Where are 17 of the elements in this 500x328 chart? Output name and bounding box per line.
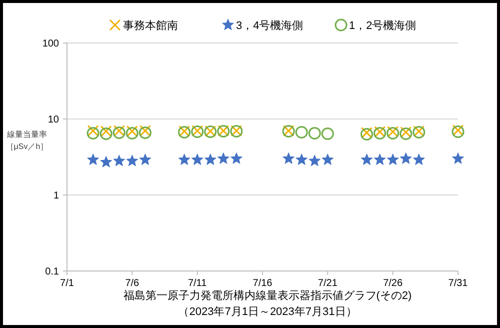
x-tick-label: 7/11 — [188, 278, 208, 289]
text: （2023年7月1日～2023年7月31日） — [178, 306, 357, 318]
y-axis-title: 線量当量率［μSv／h］ — [6, 130, 48, 151]
y-tick-label: 100 — [42, 38, 60, 50]
y-tick-label: 1 — [53, 190, 60, 202]
x-tick-label: 7/6 — [125, 278, 140, 289]
legend-label: 3，4号機海側 — [236, 20, 304, 32]
x-tick-label: 7/1 — [60, 278, 74, 289]
legend-label: 事務本館南 — [123, 18, 178, 32]
text: 福島第一原子力発電所構内線量表示器指示値グラフ(その2) — [123, 289, 412, 302]
legend-label: 1，2号機海側 — [349, 20, 416, 32]
x-tick-label: 7/26 — [383, 278, 403, 289]
y-tick-label: 10 — [48, 114, 60, 126]
x-tick-label: 7/31 — [448, 278, 468, 289]
x-tick-label: 7/21 — [318, 278, 338, 289]
x-tick-label: 7/16 — [252, 278, 273, 289]
y-tick-label: 0.1 — [45, 266, 60, 278]
